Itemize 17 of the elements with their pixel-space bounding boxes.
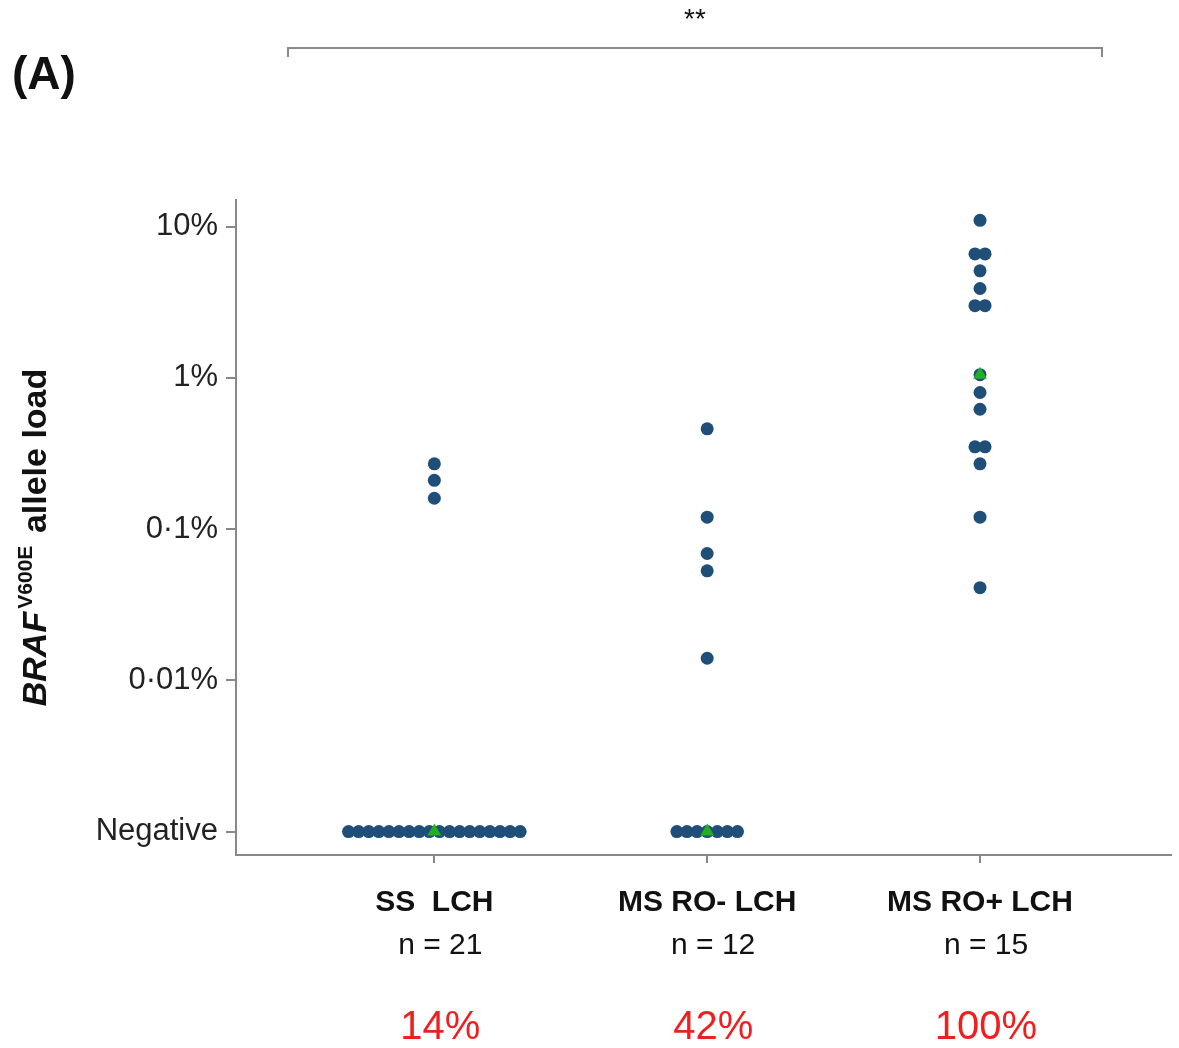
x-tick-label: SS LCH — [375, 884, 494, 918]
y-tick-label: 0·1% — [145, 509, 218, 545]
text: (A) — [12, 46, 76, 99]
y-tick-label: Negative — [95, 812, 218, 848]
text: 14% — [400, 1003, 481, 1048]
x-tick-label: MS RO- LCH — [618, 884, 797, 918]
text: n = 15 — [943, 927, 1029, 961]
x-tick-label: MS RO+ LCH — [887, 884, 1073, 918]
y-tick-label: 0·01% — [128, 660, 218, 696]
y-tick-label: 10% — [155, 207, 218, 243]
text: 42% — [673, 1003, 754, 1048]
text: n = 12 — [671, 927, 756, 961]
y-axis-title: BRAFV600E allele load — [12, 368, 53, 707]
text: n = 21 — [398, 927, 483, 961]
y-tick-label: 1% — [173, 358, 218, 394]
text: 100% — [934, 1003, 1038, 1048]
text: ** — [684, 2, 706, 34]
